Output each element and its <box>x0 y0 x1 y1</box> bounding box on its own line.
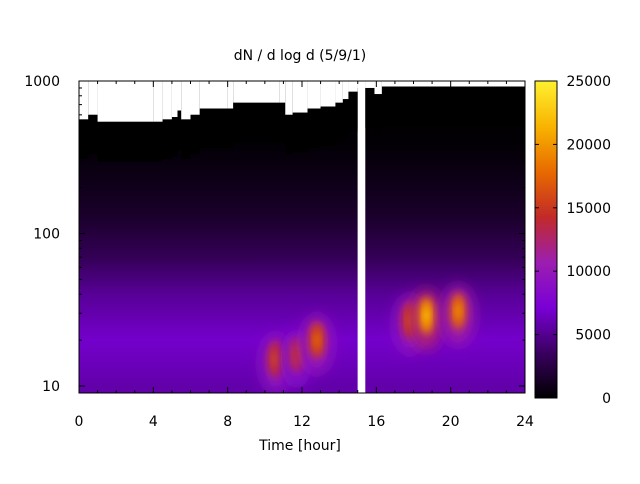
zero-band <box>181 119 191 160</box>
data-gap <box>357 81 366 393</box>
hotspot-peak <box>293 346 300 363</box>
nodata-cell <box>162 81 172 120</box>
nodata-cell <box>88 81 98 115</box>
heat-layer <box>79 81 525 393</box>
y-tick-label: 10 <box>42 379 60 395</box>
colorbar: 0 5000 10000 15000 20000 25000 <box>534 74 611 407</box>
colorbar-gradient <box>534 80 558 399</box>
zero-band <box>320 106 336 147</box>
nodata-cell <box>177 81 182 111</box>
x-tick-label: 8 <box>223 414 232 430</box>
y-tick-label: 100 <box>33 227 60 243</box>
colorbar-ticks: 0 5000 10000 15000 20000 25000 <box>535 74 611 407</box>
hotspot-peak <box>423 307 430 324</box>
nodata-cell <box>181 81 191 120</box>
zero-band <box>88 114 98 155</box>
zero-band <box>79 119 89 160</box>
y-axis: 10 100 1000 <box>24 74 525 395</box>
zero-band <box>190 114 200 155</box>
hotspot-peak <box>455 303 462 320</box>
nodata-cell <box>233 81 280 103</box>
nodata-cell <box>307 81 321 109</box>
nodata-cell <box>348 81 358 92</box>
nodata-cell <box>365 81 375 88</box>
nodata-cell <box>190 81 200 115</box>
x-axis-label: Time [hour] <box>258 438 341 454</box>
zero-band <box>97 121 154 162</box>
x-tick-label: 4 <box>149 414 158 430</box>
nodata-cell <box>381 81 525 87</box>
nodata-cell <box>335 81 343 103</box>
nodata-cell <box>292 81 308 113</box>
nodata-top <box>79 81 525 162</box>
nodata-cell <box>279 81 286 103</box>
zero-band <box>348 91 358 132</box>
colorbar-tick-label: 25000 <box>566 74 611 90</box>
zero-band <box>342 99 349 139</box>
x-tick-label: 16 <box>367 414 385 430</box>
nodata-cell <box>79 81 89 120</box>
data-segment-1 <box>365 81 525 393</box>
nodata-cell <box>97 81 154 122</box>
zero-band <box>153 121 163 162</box>
zero-band <box>177 110 182 151</box>
zero-band <box>292 112 308 153</box>
zero-band <box>233 102 280 143</box>
x-axis: 0 4 8 12 16 20 24 <box>75 81 534 430</box>
density-field <box>365 81 525 393</box>
nodata-cell <box>342 81 349 100</box>
chart-title: dN / d log d (5/9/1) <box>234 48 367 64</box>
x-tick-label: 24 <box>516 414 534 430</box>
zero-band <box>381 86 525 127</box>
x-tick-label: 20 <box>442 414 460 430</box>
zero-band <box>162 119 172 160</box>
plot-area <box>79 81 525 393</box>
zero-band <box>374 94 382 134</box>
colorbar-tick-label: 20000 <box>566 137 611 153</box>
nodata-cell <box>374 81 382 95</box>
zero-band <box>227 108 234 149</box>
zero-band <box>285 114 293 155</box>
x-tick-label: 12 <box>293 414 311 430</box>
y-tick-label: 1000 <box>24 74 60 90</box>
hotspot-peak <box>313 332 320 349</box>
nodata-cell <box>320 81 336 107</box>
x-tick-label: 0 <box>75 414 84 430</box>
colorbar-tick-label: 5000 <box>575 328 611 344</box>
colorbar-tick-label: 0 <box>602 391 611 407</box>
nodata-cell <box>153 81 163 122</box>
colorbar-tick-label: 15000 <box>566 201 611 217</box>
zero-band <box>335 102 343 143</box>
zero-band <box>279 102 286 143</box>
nodata-cell <box>171 81 178 118</box>
zero-band <box>307 108 321 149</box>
colorbar-tick-label: 10000 <box>566 264 611 280</box>
nodata-cell <box>285 81 293 115</box>
zero-band <box>199 108 228 149</box>
nodata-cell <box>227 81 234 109</box>
zero-band <box>171 117 178 157</box>
zero-band <box>365 87 375 128</box>
nodata-cell <box>199 81 228 109</box>
hotspot-peak <box>272 351 279 368</box>
